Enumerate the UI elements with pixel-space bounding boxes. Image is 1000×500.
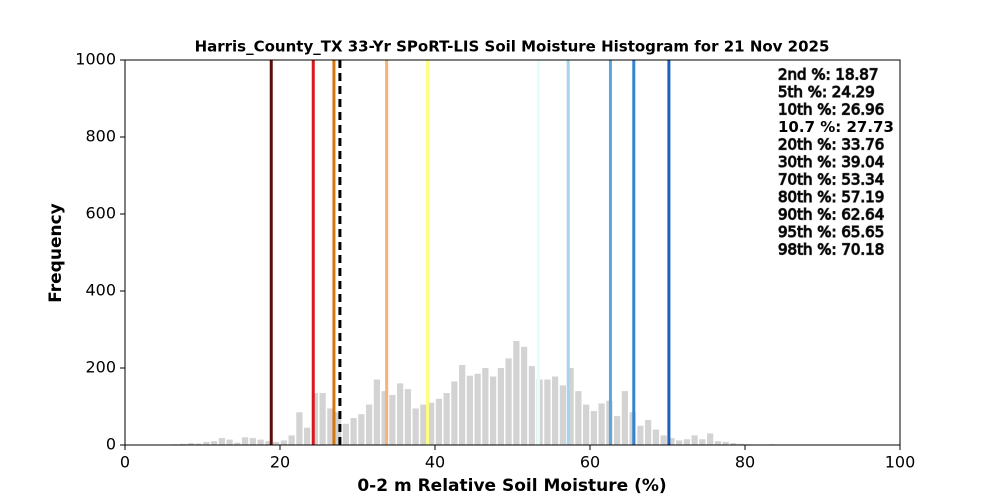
legend-entry: 98th %: 70.18 <box>778 241 884 259</box>
legend-entry: 30th %: 39.04 <box>778 153 884 171</box>
histogram-bar <box>319 393 326 445</box>
histogram-bar <box>381 391 388 445</box>
histogram-bar <box>614 416 621 445</box>
legend-entry: 95th %: 65.65 <box>778 223 884 241</box>
histogram-bar <box>459 364 466 445</box>
histogram-bar <box>180 443 187 445</box>
histogram-bar <box>327 408 334 445</box>
histogram-bar <box>296 412 303 445</box>
histogram-bar <box>234 442 241 445</box>
histogram-bar <box>676 440 683 445</box>
histogram-bar <box>660 435 667 445</box>
histogram-bar <box>443 393 450 445</box>
histogram-bar <box>280 440 287 445</box>
histogram-bar <box>528 366 535 445</box>
x-tick-label: 40 <box>425 453 445 472</box>
histogram-bar <box>637 425 644 445</box>
histogram-bar <box>451 381 458 445</box>
histogram-bar <box>559 385 566 445</box>
histogram-bar <box>265 441 272 445</box>
histogram-bar <box>544 379 551 445</box>
plot-frame <box>124 59 901 446</box>
histogram-bar <box>621 391 628 445</box>
legend-entry: 90th %: 62.64 <box>778 206 884 224</box>
histogram-bar <box>497 368 504 445</box>
histogram-bar <box>730 443 737 445</box>
legend-entry: 80th %: 57.19 <box>778 188 884 206</box>
histogram-bar <box>435 398 442 445</box>
y-tick-label: 400 <box>85 281 116 300</box>
histogram-bar <box>350 418 357 445</box>
histogram-bar <box>218 438 225 445</box>
histogram-bar <box>404 389 411 445</box>
histogram-bar <box>513 341 520 445</box>
histogram-bar <box>567 368 574 445</box>
histogram-bar <box>428 402 435 445</box>
histogram-bar <box>466 375 473 445</box>
histogram-bar <box>373 379 380 445</box>
y-tick-label: 1000 <box>75 50 116 69</box>
legend-entry: 2nd %: 18.87 <box>778 66 878 84</box>
x-tick-label: 100 <box>885 453 916 472</box>
histogram-bar <box>645 419 652 445</box>
legend-entry: 5th %: 24.29 <box>778 83 875 101</box>
legend-entry: 10th %: 26.96 <box>778 101 884 119</box>
y-tick-label: 600 <box>85 204 116 223</box>
histogram-bar <box>342 423 349 445</box>
legend-entry: 70th %: 53.34 <box>778 171 884 189</box>
histogram-bar <box>389 394 396 445</box>
histogram-bar <box>683 439 690 445</box>
histogram-bar <box>358 414 365 445</box>
histogram-bar <box>366 404 373 445</box>
histogram-bar <box>203 441 210 445</box>
histogram-bar <box>590 411 597 445</box>
histogram-bar <box>273 441 280 445</box>
histogram-bar <box>211 441 218 445</box>
histogram-bar <box>226 439 233 445</box>
histogram-bar <box>195 443 202 445</box>
histogram-bar <box>738 443 745 445</box>
y-axis-label: Frequency <box>46 203 66 303</box>
x-tick-label: 20 <box>270 453 290 472</box>
histogram-bar <box>335 412 342 445</box>
legend-entry: 10.7 %: 27.73 <box>778 118 894 136</box>
histogram-bar <box>311 393 318 445</box>
legend-entry: 20th %: 33.76 <box>778 136 884 154</box>
histogram-bar <box>505 358 512 445</box>
histogram-bar <box>722 441 729 445</box>
chart-title: Harris_County_TX 33-Yr SPoRT-LIS Soil Mo… <box>195 38 830 56</box>
histogram-bar <box>490 376 497 445</box>
histogram-bar <box>652 429 659 445</box>
histogram-bar <box>412 408 419 445</box>
histogram-bar <box>474 373 481 445</box>
x-axis-label: 0-2 m Relative Soil Moisture (%) <box>357 476 666 496</box>
histogram-bar <box>521 346 528 445</box>
x-tick-label: 60 <box>580 453 600 472</box>
y-tick-label: 800 <box>85 127 116 146</box>
histogram-bar <box>691 435 698 445</box>
histogram-bar <box>304 427 311 445</box>
histogram-bar <box>598 403 605 445</box>
histogram-bar <box>187 443 194 445</box>
histogram-bar <box>242 437 249 445</box>
histogram-bar <box>397 383 404 445</box>
x-tick-label: 80 <box>735 453 755 472</box>
histogram-bar <box>575 391 582 445</box>
histogram-bar <box>714 441 721 445</box>
histogram-bar <box>288 435 295 445</box>
histogram-bar <box>552 376 559 445</box>
y-tick-label: 200 <box>85 358 116 377</box>
histogram-bar <box>583 404 590 445</box>
histogram-bar <box>249 438 256 445</box>
y-tick-label: 0 <box>106 435 116 454</box>
histogram-bar <box>707 433 714 445</box>
x-tick-label: 0 <box>120 453 130 472</box>
histogram-bar <box>482 368 489 445</box>
histogram-bar <box>699 439 706 445</box>
histogram-bar <box>420 404 427 445</box>
histogram-bar <box>668 438 675 445</box>
histogram-bar <box>257 439 264 445</box>
